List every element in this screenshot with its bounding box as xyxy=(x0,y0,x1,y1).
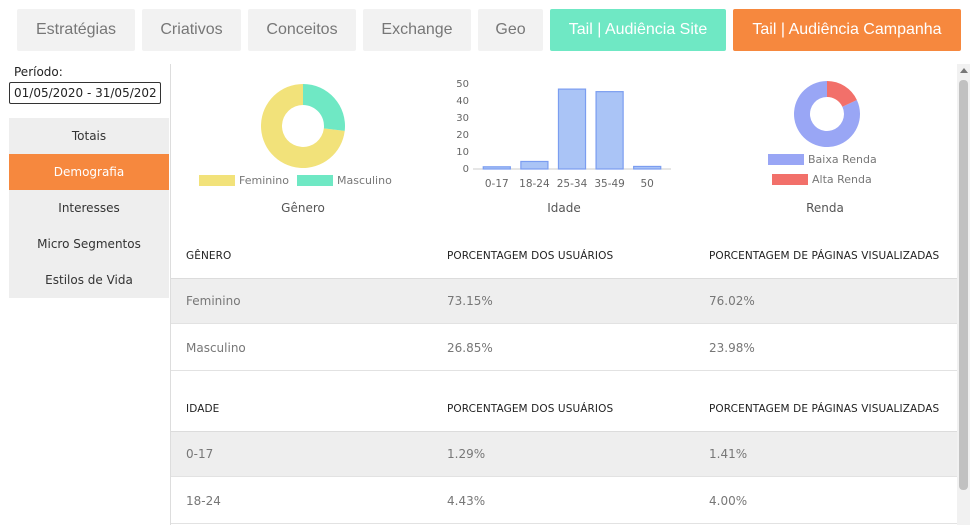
table-cell: 26.85% xyxy=(447,340,493,355)
renda-legend-baixa: Baixa Renda xyxy=(768,153,877,166)
main-scrollbar[interactable] xyxy=(957,64,970,525)
renda-slice-baixa-renda[interactable] xyxy=(794,81,860,147)
table-row: 0-17 1.29% 1.41% xyxy=(171,431,958,477)
idade-col-header: IDADE xyxy=(186,403,220,415)
genero-col-header: GÊNERO xyxy=(186,250,232,262)
legend-label-baixa-renda: Baixa Renda xyxy=(808,153,877,166)
genero-slice-masculino[interactable] xyxy=(303,84,345,131)
x-tick-label: 18-24 xyxy=(519,178,550,190)
table-row: Feminino 73.15% 76.02% xyxy=(171,278,958,324)
x-tick-label: 35-49 xyxy=(594,178,625,190)
idade-bar-chart: 0 10 20 30 40 50 0-17 18-24 25-34 35-49 50 xyxy=(456,79,671,190)
main-content: Feminino Masculino Gênero 0 10 20 30 40 50 0-1… xyxy=(170,64,958,525)
tab-tail-audiencia-campanha[interactable]: Tail | Audiência Campanha xyxy=(733,9,961,51)
legend-swatch-masculino xyxy=(297,175,333,186)
table-cell: Feminino xyxy=(186,294,241,308)
y-tick-label: 10 xyxy=(456,147,469,158)
y-tick-label: 40 xyxy=(456,96,469,107)
genero-legend: Feminino Masculino xyxy=(199,174,392,187)
legend-label-alta-renda: Alta Renda xyxy=(812,173,872,186)
y-tick-label: 20 xyxy=(456,130,469,141)
tab-exchange[interactable]: Exchange xyxy=(363,9,471,51)
table-cell: 4.43% xyxy=(447,493,486,508)
renda-donut-chart xyxy=(794,81,860,147)
scroll-up-arrow-icon[interactable] xyxy=(960,68,968,73)
idade-bar-50[interactable] xyxy=(633,165,662,170)
y-tick-label: 30 xyxy=(456,113,469,124)
legend-swatch-baixa-renda xyxy=(768,154,804,165)
tab-conceitos[interactable]: Conceitos xyxy=(248,9,356,51)
idade-table-header: IDADE PORCENTAGEM DOS USUÁRIOS PORCENTAG… xyxy=(171,387,958,431)
table-row: Masculino 26.85% 23.98% xyxy=(171,325,958,371)
idade-users-col-header: PORCENTAGEM DOS USUÁRIOS xyxy=(447,403,614,415)
idade-bar-0-17[interactable] xyxy=(482,166,511,170)
tab-estrategias[interactable]: Estratégias xyxy=(17,9,135,51)
renda-chart-title: Renda xyxy=(806,201,844,215)
table-cell: 0-17 xyxy=(186,447,214,461)
sidebar-item-interesses[interactable]: Interesses xyxy=(58,201,120,215)
table-cell: 76.02% xyxy=(709,294,755,308)
periodo-label: Período: xyxy=(14,65,63,79)
x-tick-label: 0-17 xyxy=(485,178,509,190)
legend-swatch-alta-renda xyxy=(772,174,808,185)
sidebar-item-demografia[interactable]: Demografia xyxy=(9,154,169,190)
periodo-date-range-input[interactable] xyxy=(9,82,161,104)
idade-pages-col-header: PORCENTAGEM DE PÁGINAS VISUALIZADAS xyxy=(709,403,940,415)
renda-slice-alta-renda[interactable] xyxy=(827,81,857,107)
genero-pages-col-header: PORCENTAGEM DE PÁGINAS VISUALIZADAS xyxy=(709,250,940,262)
idade-bar-35-49[interactable] xyxy=(595,91,624,170)
idade-bar-25-34[interactable] xyxy=(557,88,587,170)
legend-swatch-feminino xyxy=(199,175,235,186)
idade-bar-18-24[interactable] xyxy=(520,160,549,170)
table-cell: Masculino xyxy=(186,340,246,355)
genero-chart-title: Gênero xyxy=(281,201,325,215)
genero-users-col-header: PORCENTAGEM DOS USUÁRIOS xyxy=(447,250,614,262)
table-cell: 1.29% xyxy=(447,447,486,461)
sidebar-menu: Totais Demografia Interesses Micro Segme… xyxy=(9,118,169,298)
y-tick-label: 50 xyxy=(456,79,469,90)
table-cell: 1.41% xyxy=(709,447,748,461)
table-row: 18-24 4.43% 4.00% xyxy=(171,478,958,524)
top-tab-bar: Estratégias Criativos Conceitos Exchange… xyxy=(17,9,961,51)
tab-criativos[interactable]: Criativos xyxy=(142,9,241,51)
sidebar-item-micro-segmentos[interactable]: Micro Segmentos xyxy=(37,237,141,251)
tab-geo[interactable]: Geo xyxy=(478,9,543,51)
table-cell: 73.15% xyxy=(447,294,493,308)
genero-donut-chart xyxy=(261,84,345,168)
sidebar-item-totais[interactable]: Totais xyxy=(71,129,107,143)
sidebar-item-estilos-de-vida[interactable]: Estilos de Vida xyxy=(45,273,133,287)
idade-chart-title: Idade xyxy=(547,201,581,215)
genero-table-header: GÊNERO PORCENTAGEM DOS USUÁRIOS PORCENTA… xyxy=(171,234,958,278)
scroll-thumb[interactable] xyxy=(959,80,968,490)
legend-label-feminino: Feminino xyxy=(239,174,289,187)
legend-label-masculino: Masculino xyxy=(337,174,392,187)
x-tick-label: 25-34 xyxy=(557,178,588,190)
x-tick-label: 50 xyxy=(641,178,654,190)
tab-tail-audiencia-site[interactable]: Tail | Audiência Site xyxy=(550,9,726,51)
table-cell: 4.00% xyxy=(709,493,748,508)
table-cell: 18-24 xyxy=(186,493,221,508)
y-tick-label: 0 xyxy=(463,164,469,175)
genero-slice-feminino[interactable] xyxy=(261,84,345,168)
table-cell: 23.98% xyxy=(709,340,755,355)
renda-legend-alta: Alta Renda xyxy=(772,173,872,186)
